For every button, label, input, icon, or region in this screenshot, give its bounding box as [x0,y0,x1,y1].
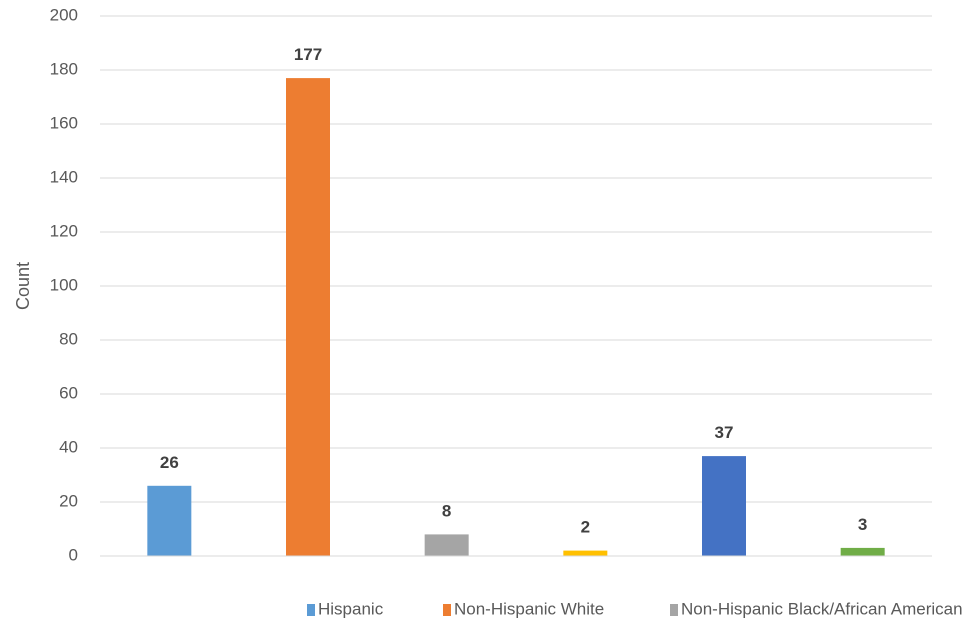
data-label: 8 [442,501,451,520]
legend-swatch [443,604,451,616]
bar [563,550,608,556]
y-tick-label: 60 [59,383,78,402]
bar [424,534,469,556]
bar [286,78,330,556]
gridlines [100,15,932,503]
bar [702,456,746,556]
data-labels: 26 177 8 2 37 3 [160,45,868,536]
y-axis-ticks: 0 20 40 60 80 100 120 140 160 180 200 [50,5,78,564]
y-tick-label: 100 [50,275,78,294]
y-tick-label: 20 [59,491,78,510]
y-tick-label: 40 [59,437,78,456]
y-axis-label: Count [13,262,33,310]
y-tick-label: 200 [50,5,78,24]
y-tick-label: 180 [50,59,78,78]
data-label: 3 [858,515,867,534]
bar [147,485,192,556]
bars [147,78,885,556]
legend-label: Non-Hispanic Black/African American [681,599,963,618]
y-tick-label: 0 [69,545,78,564]
data-label: 37 [715,423,734,442]
y-tick-label: 120 [50,221,78,240]
legend: Hispanic Non-Hispanic White Non-Hispanic B… [307,599,963,618]
legend-label: Hispanic [318,599,384,618]
legend-label: Non-Hispanic White [454,599,604,618]
legend-swatch [307,604,315,616]
data-label: 177 [294,45,322,64]
legend-swatch [670,604,678,616]
bar [840,547,885,556]
data-label: 2 [581,518,590,537]
y-tick-label: 160 [50,113,78,132]
y-tick-label: 140 [50,167,78,186]
data-label: 26 [160,453,179,472]
y-tick-label: 80 [59,329,78,348]
